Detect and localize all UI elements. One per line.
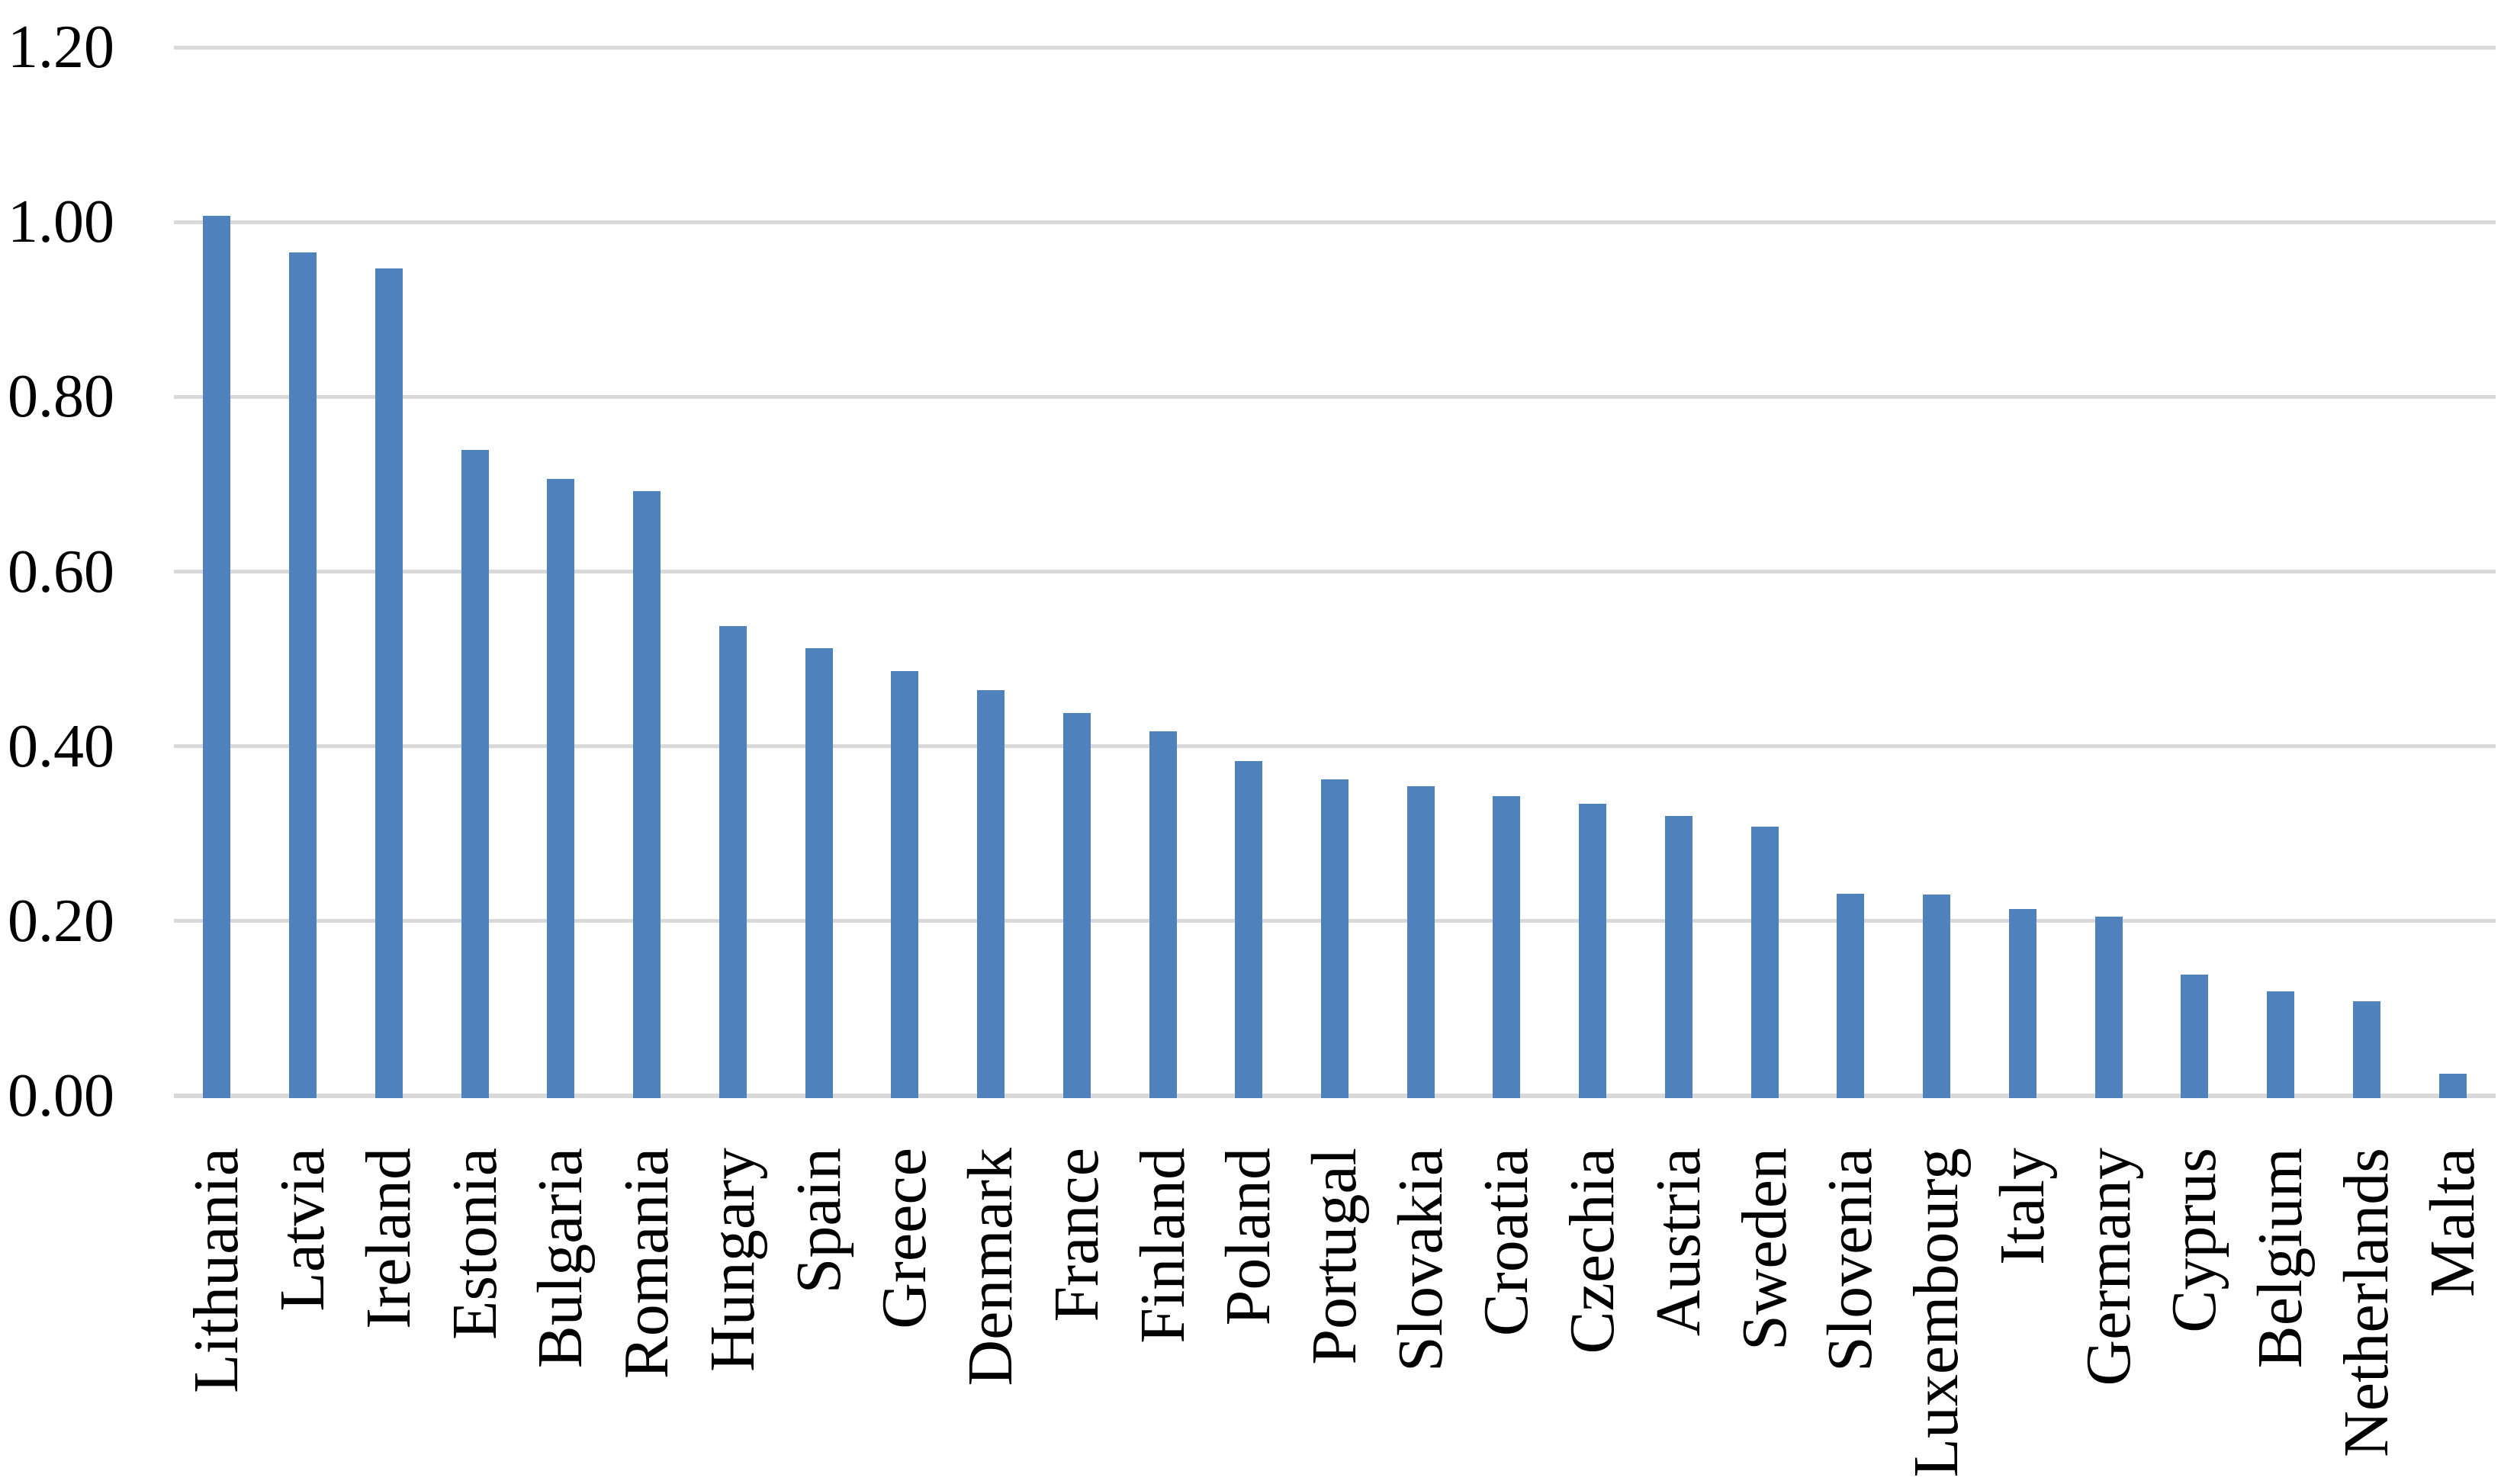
y-tick-label: 1.20	[8, 14, 114, 81]
bar	[1063, 713, 1091, 1098]
gridline	[174, 220, 2496, 224]
bar	[2181, 975, 2208, 1098]
x-category-label: Slovakia	[1385, 1148, 1456, 1372]
bar	[547, 479, 574, 1098]
bar	[1923, 895, 1950, 1098]
gridline	[174, 46, 2496, 50]
y-tick-label: 0.00	[8, 1062, 114, 1129]
bar	[2267, 991, 2294, 1098]
x-category-label: Austria	[1643, 1148, 1714, 1337]
bar	[1407, 786, 1435, 1098]
x-category-label: Slovenia	[1815, 1148, 1885, 1372]
bar	[1665, 816, 1692, 1098]
bar	[289, 252, 317, 1098]
gridline	[174, 395, 2496, 399]
bar	[977, 690, 1005, 1098]
bar	[1493, 796, 1520, 1098]
x-category-label: France	[1041, 1148, 1112, 1322]
bar	[2095, 917, 2123, 1098]
x-category-label: Denmark	[955, 1148, 1026, 1386]
x-category-label: Greece	[869, 1148, 940, 1329]
bar	[2009, 909, 2036, 1098]
bar	[1321, 779, 1349, 1098]
x-category-label: Poland	[1213, 1148, 1284, 1326]
bar	[633, 491, 661, 1098]
bar	[891, 671, 918, 1098]
x-category-label: Portugal	[1299, 1148, 1370, 1365]
bar	[1235, 761, 1262, 1098]
bar	[2353, 1001, 2380, 1098]
y-tick-label: 0.40	[8, 713, 114, 780]
y-tick-label: 0.60	[8, 538, 114, 605]
gridline	[174, 744, 2496, 748]
y-tick-label: 0.20	[8, 888, 114, 955]
x-category-label: Lithuania	[181, 1148, 252, 1393]
x-category-label: Croatia	[1471, 1148, 1541, 1337]
x-category-label: Netherlands	[2331, 1148, 2402, 1457]
bar	[719, 626, 747, 1098]
bar	[203, 216, 230, 1098]
x-category-label: Malta	[2417, 1148, 2488, 1297]
bar	[461, 450, 489, 1098]
x-category-label: Finland	[1127, 1148, 1198, 1344]
x-category-label: Czechia	[1557, 1148, 1628, 1354]
x-category-label: Romania	[611, 1148, 682, 1380]
bar	[805, 648, 833, 1098]
x-category-label: Ireland	[353, 1148, 424, 1329]
x-category-label: Belgium	[2245, 1148, 2316, 1369]
x-category-label: Cyprus	[2159, 1148, 2229, 1333]
x-category-label: Luxembourg	[1901, 1148, 1972, 1478]
bar	[2439, 1074, 2467, 1098]
x-category-label: Estonia	[439, 1148, 510, 1340]
x-category-label: Spain	[783, 1148, 854, 1294]
x-category-label: Latvia	[267, 1148, 338, 1312]
gridline	[174, 570, 2496, 573]
x-category-label: Hungary	[697, 1148, 768, 1372]
x-category-label: Italy	[1987, 1148, 2058, 1265]
bar	[1751, 827, 1779, 1098]
x-category-label: Sweden	[1729, 1148, 1800, 1351]
x-category-label: Bulgaria	[525, 1148, 596, 1369]
y-tick-label: 0.80	[8, 363, 114, 430]
bar	[1149, 731, 1177, 1098]
bar	[1579, 804, 1606, 1098]
x-category-label: Germany	[2073, 1148, 2144, 1386]
bar	[1837, 894, 1864, 1098]
y-tick-label: 1.00	[8, 188, 114, 255]
bar	[375, 268, 403, 1098]
